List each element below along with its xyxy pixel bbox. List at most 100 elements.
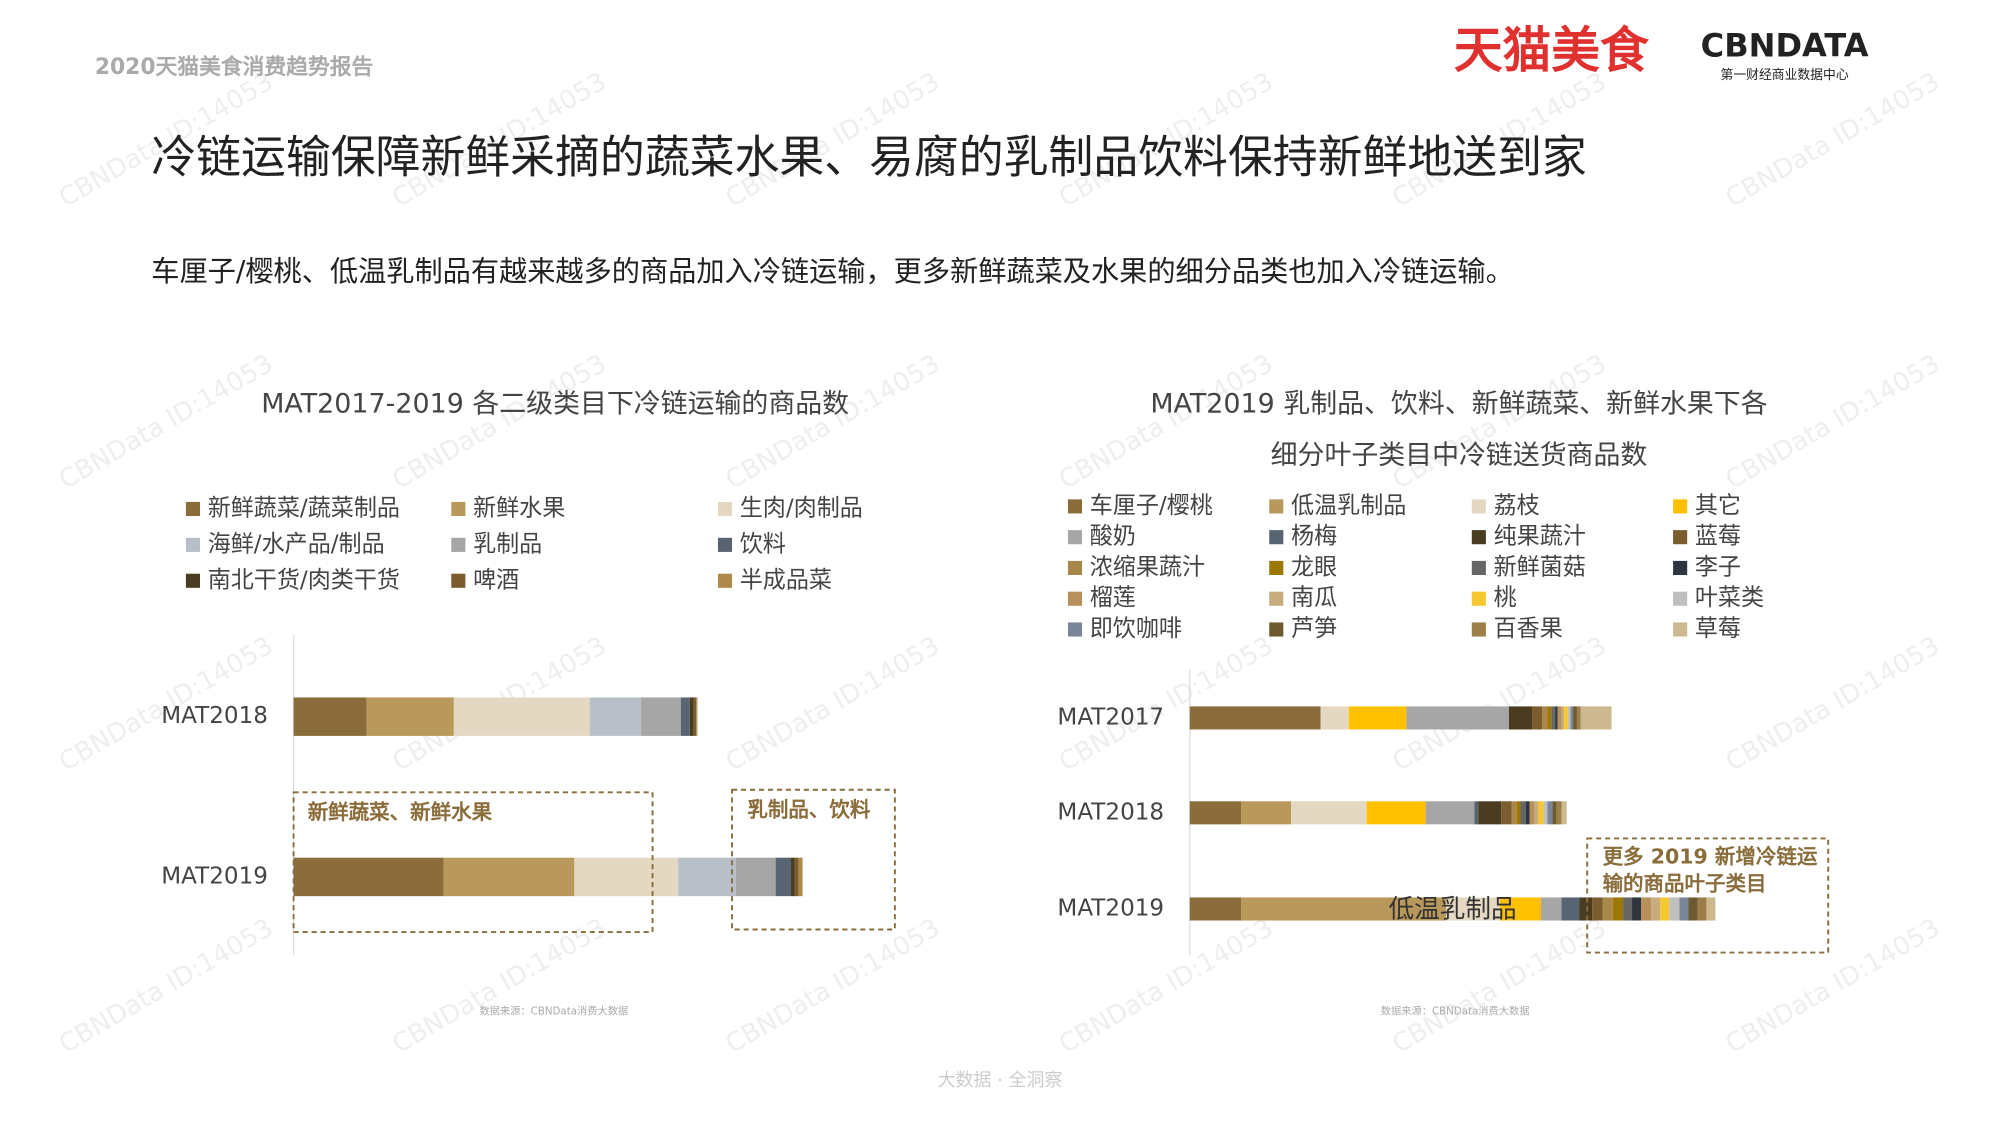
legend-swatch <box>717 573 733 588</box>
legend-label: 龙眼 <box>1291 554 1337 580</box>
annotation-text: 低温乳制品 <box>1388 894 1516 924</box>
bar-segment <box>1508 706 1533 730</box>
legend-swatch <box>1067 499 1083 514</box>
bar-segment <box>589 697 642 736</box>
legend-swatch <box>1673 622 1688 637</box>
bar-segment <box>1576 706 1581 730</box>
bar-segment <box>1534 801 1539 825</box>
bar-segment <box>443 857 575 897</box>
bar-segment <box>1532 706 1543 730</box>
legend-swatch <box>1471 560 1486 575</box>
bar-segment <box>366 697 454 736</box>
legend-swatch <box>1067 560 1083 575</box>
bar-segment <box>1511 801 1517 825</box>
bar-segment <box>1706 897 1716 921</box>
legend-label: 南北干货/肉类干货 <box>208 567 400 593</box>
legend-swatch <box>717 501 733 517</box>
legend-label: 新鲜水果 <box>473 495 565 521</box>
legend-label: 车厘子/樱桃 <box>1090 493 1213 519</box>
bar-segment <box>1366 801 1426 825</box>
bar-segment <box>1320 706 1349 730</box>
bar-segment <box>1189 801 1242 825</box>
legend-label: 酸奶 <box>1090 524 1136 550</box>
bar-segment <box>1529 801 1535 825</box>
bar-segment <box>689 697 694 736</box>
bar-segment <box>1580 706 1612 730</box>
legend-label: 啤酒 <box>473 567 519 593</box>
legend-label: 其它 <box>1695 493 1741 519</box>
legend-swatch <box>1673 560 1688 575</box>
logo-sub: 第一财经商业数据中心 <box>1721 68 1849 83</box>
legend-label: 低温乳制品 <box>1291 493 1406 519</box>
annotation-text: 新鲜蔬菜、新鲜水果 <box>308 800 493 824</box>
annotation-text: 乳制品、饮料 <box>747 797 870 821</box>
report-name: 2020天猫美食消费趋势报告 <box>95 54 373 80</box>
legend-swatch <box>1673 591 1688 606</box>
bar-segment <box>1547 706 1552 730</box>
logo-brand: CBNDATA <box>1701 26 1869 64</box>
legend-label: 新鲜蔬菜/蔬菜制品 <box>208 495 400 521</box>
category-label: MAT2019 <box>161 863 268 889</box>
bar-segment <box>1592 897 1603 921</box>
chart-title: MAT2019 乳制品、饮料、新鲜蔬菜、新鲜水果下各 <box>1150 389 1767 420</box>
bar-segment <box>1543 801 1548 825</box>
legend-swatch <box>1269 499 1284 514</box>
legend-label: 海鲜/水产品/制品 <box>208 531 385 557</box>
legend-swatch <box>451 573 466 588</box>
bar-segment <box>735 857 776 897</box>
bar-segment <box>693 697 697 736</box>
legend-label: 浓缩果蔬汁 <box>1090 554 1205 580</box>
bar-segment <box>1291 801 1367 825</box>
legend-swatch <box>1067 622 1083 637</box>
bar-segment <box>1474 801 1479 825</box>
legend-label: 纯果蔬汁 <box>1494 524 1586 550</box>
footer: 大数据 · 全洞察 <box>938 1070 1063 1091</box>
bar-segment <box>574 857 679 897</box>
legend-label: 南瓜 <box>1291 585 1337 611</box>
bar-segment <box>1525 801 1530 825</box>
bar-segment <box>1579 897 1593 921</box>
bar-segment <box>1555 706 1558 730</box>
legend-label: 桃 <box>1494 585 1517 611</box>
legend-swatch <box>1269 530 1284 545</box>
bar-segment <box>1651 897 1661 921</box>
legend-swatch <box>1471 622 1486 637</box>
bar-segment <box>1697 897 1707 921</box>
bar-segment <box>678 857 736 897</box>
legend-swatch <box>185 501 200 517</box>
bar-segment <box>791 857 795 897</box>
legend-label: 百香果 <box>1494 616 1563 642</box>
bar-segment <box>1541 897 1562 921</box>
bar-segment <box>1567 706 1571 730</box>
source-note: 数据来源：CBNData消费大数据 <box>1381 1005 1530 1018</box>
annotation-text: 输的商品叶子类目 <box>1603 872 1767 896</box>
legend-label: 蓝莓 <box>1695 524 1741 550</box>
bar-segment <box>1688 897 1698 921</box>
bar-segment <box>1660 897 1670 921</box>
bar-segment <box>1241 801 1292 825</box>
bar-segment <box>798 857 803 897</box>
legend-swatch <box>1471 591 1486 606</box>
logo-main: 天猫美食 <box>1454 23 1649 79</box>
legend-label: 饮料 <box>740 531 786 557</box>
legend-swatch <box>185 537 200 552</box>
bar-segment <box>696 697 698 736</box>
bar-segment <box>1561 801 1567 825</box>
bar-segment <box>293 697 367 736</box>
bar-segment <box>1241 897 1447 921</box>
legend-swatch <box>1067 591 1083 606</box>
bar-segment <box>1189 706 1321 730</box>
slide-subtitle: 车厘子/樱桃、低温乳制品有越来越多的商品加入冷链运输，更多新鲜蔬菜及水果的细分品… <box>151 255 1514 288</box>
legend-swatch <box>1269 622 1284 637</box>
legend-swatch <box>1471 530 1486 545</box>
legend-swatch <box>1067 530 1083 545</box>
bar-segment <box>1425 801 1475 825</box>
legend-swatch <box>185 573 200 588</box>
legend-label: 李子 <box>1695 554 1741 580</box>
legend-label: 荔枝 <box>1494 493 1540 519</box>
bar-segment <box>1602 897 1613 921</box>
category-label: MAT2018 <box>1057 799 1164 825</box>
annotation-box <box>1586 837 1830 954</box>
